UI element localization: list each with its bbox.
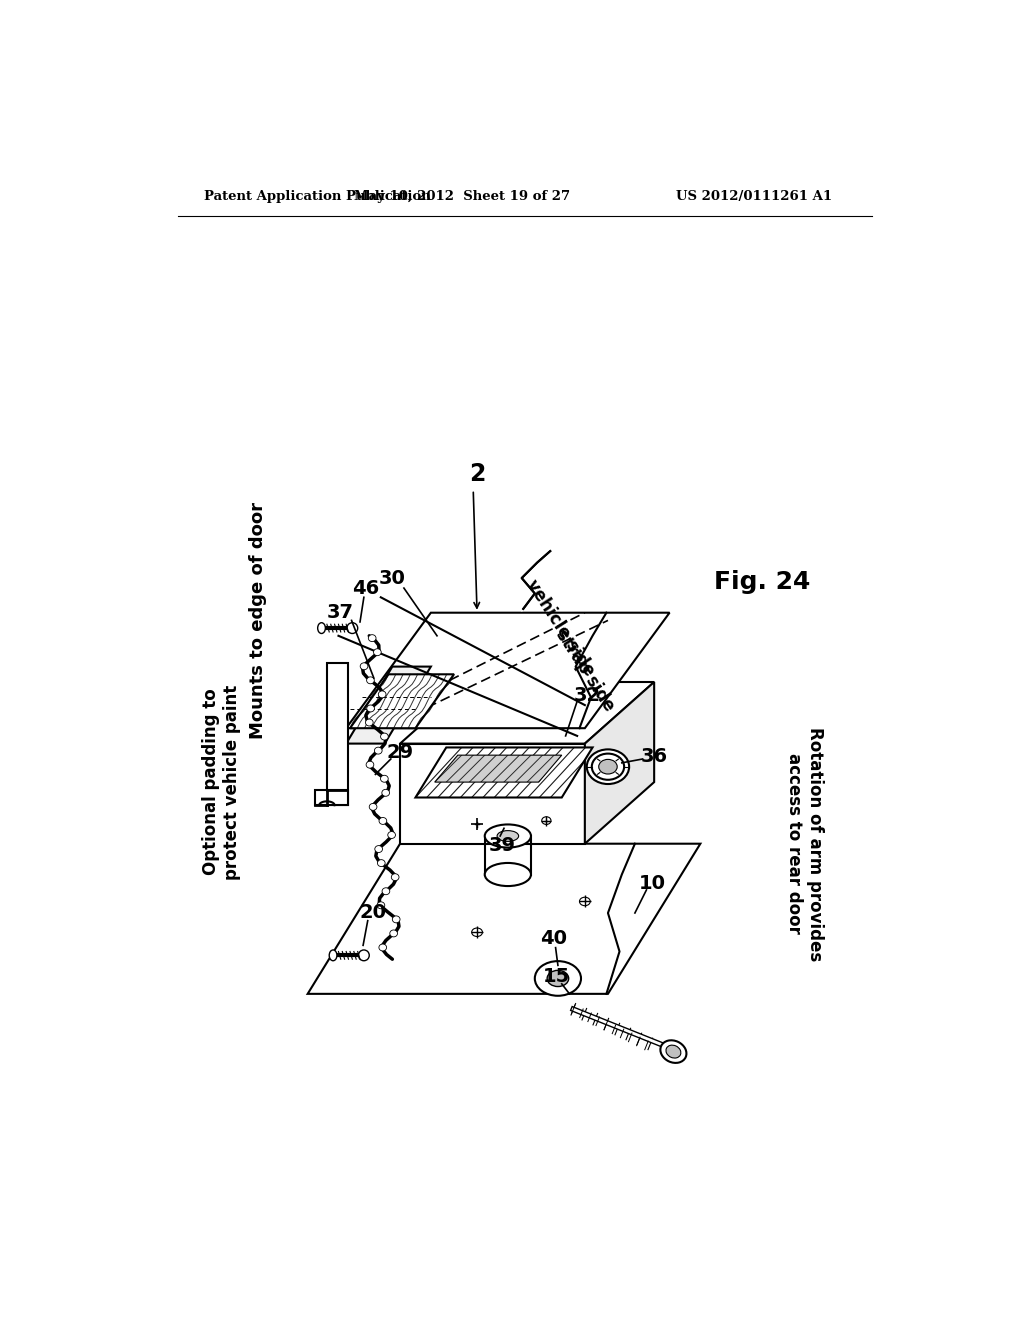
Text: Rotation of arm provides
access to rear door: Rotation of arm provides access to rear … [785,726,823,961]
Text: 32: 32 [573,685,601,705]
Ellipse shape [382,789,389,796]
Text: Optional padding to
protect vehicle paint: Optional padding to protect vehicle pain… [202,685,241,879]
Polygon shape [307,843,700,994]
Ellipse shape [378,859,385,867]
Ellipse shape [358,950,370,961]
Text: Fig. 24: Fig. 24 [714,570,810,594]
Ellipse shape [382,888,390,895]
Ellipse shape [379,944,387,950]
Ellipse shape [497,830,518,841]
Ellipse shape [484,863,531,886]
Text: 37: 37 [327,603,353,622]
Ellipse shape [367,677,375,684]
Ellipse shape [542,817,551,825]
Polygon shape [416,747,593,797]
Ellipse shape [381,733,388,741]
Polygon shape [315,789,348,805]
Ellipse shape [587,750,629,784]
Ellipse shape [580,898,590,906]
Text: Patent Application Publication: Patent Application Publication [204,190,430,203]
Text: 36: 36 [641,747,668,766]
Ellipse shape [379,817,387,825]
Polygon shape [327,663,348,805]
Text: strap side: strap side [552,626,617,714]
Ellipse shape [374,648,381,656]
Ellipse shape [535,961,581,995]
Ellipse shape [391,874,399,880]
Ellipse shape [547,970,568,986]
Ellipse shape [317,623,326,634]
Text: 29: 29 [386,743,414,763]
Polygon shape [346,667,431,743]
Ellipse shape [360,663,368,669]
Ellipse shape [472,928,482,936]
Polygon shape [585,682,654,843]
Ellipse shape [599,759,617,774]
Ellipse shape [377,902,385,908]
Text: 2: 2 [469,462,485,486]
Ellipse shape [369,635,376,642]
Text: US 2012/0111261 A1: US 2012/0111261 A1 [676,190,833,203]
Ellipse shape [392,916,400,923]
Text: vehicle side: vehicle side [522,577,598,680]
Text: 10: 10 [639,874,667,894]
Text: May 10, 2012  Sheet 19 of 27: May 10, 2012 Sheet 19 of 27 [353,190,569,203]
Polygon shape [400,682,654,743]
Ellipse shape [592,754,625,780]
Text: 20: 20 [359,903,387,923]
Ellipse shape [370,804,377,810]
Ellipse shape [381,775,388,783]
Ellipse shape [390,931,397,937]
Ellipse shape [366,719,373,726]
Ellipse shape [347,623,357,634]
Text: 46: 46 [352,578,379,598]
Ellipse shape [330,950,337,961]
Polygon shape [350,675,454,729]
Text: 30: 30 [379,569,406,587]
Polygon shape [435,755,562,781]
Ellipse shape [375,747,382,754]
Polygon shape [346,612,670,729]
Text: 40: 40 [541,929,567,948]
Ellipse shape [484,825,531,847]
Text: Mounts to edge of door: Mounts to edge of door [249,502,266,739]
Ellipse shape [367,705,375,711]
Ellipse shape [388,832,395,838]
Ellipse shape [660,1040,686,1063]
Text: 15: 15 [543,966,570,986]
Ellipse shape [367,762,374,768]
Ellipse shape [378,690,386,698]
Polygon shape [400,743,585,843]
Ellipse shape [375,846,383,853]
Text: 39: 39 [489,836,516,855]
Ellipse shape [666,1045,681,1059]
